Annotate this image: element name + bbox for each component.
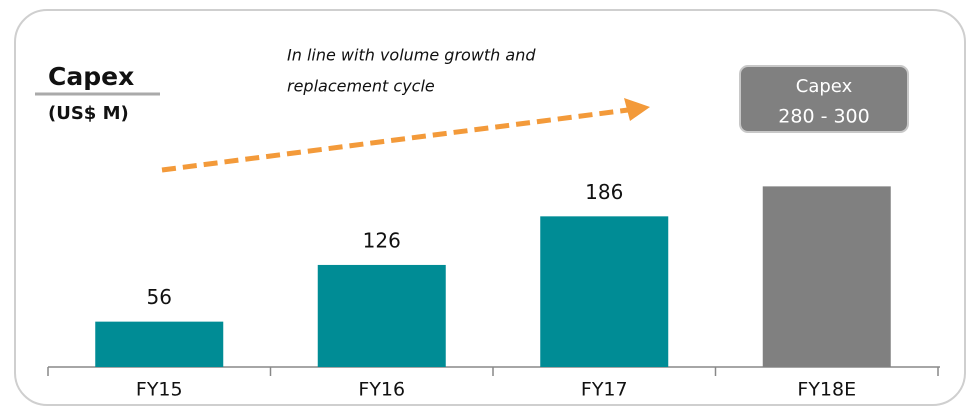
trend-arrow	[161, 107, 629, 173]
annotation: replacement cycle	[287, 77, 435, 96]
callout-box	[739, 65, 909, 133]
value-label: 56	[147, 285, 172, 309]
x-tick-label: FY17	[581, 379, 628, 401]
x-tick-label: FY18E	[797, 379, 856, 401]
frame	[14, 9, 966, 406]
bar	[762, 186, 891, 367]
bar	[540, 216, 669, 367]
x-tick-label: FY16	[358, 379, 405, 401]
value-label: 186	[585, 180, 623, 204]
value-label: 126	[363, 228, 401, 252]
bar	[95, 321, 224, 367]
chart-subtitle: (US$ M)	[48, 103, 129, 124]
annotation: In line with volume growth and	[287, 46, 536, 65]
callout-text: 280 - 300	[778, 106, 869, 128]
x-tick-label: FY15	[136, 379, 183, 401]
chart-title: Capex	[48, 62, 134, 91]
bar	[317, 264, 446, 367]
arrow-head	[624, 98, 650, 121]
callout-text: Capex	[796, 76, 853, 97]
